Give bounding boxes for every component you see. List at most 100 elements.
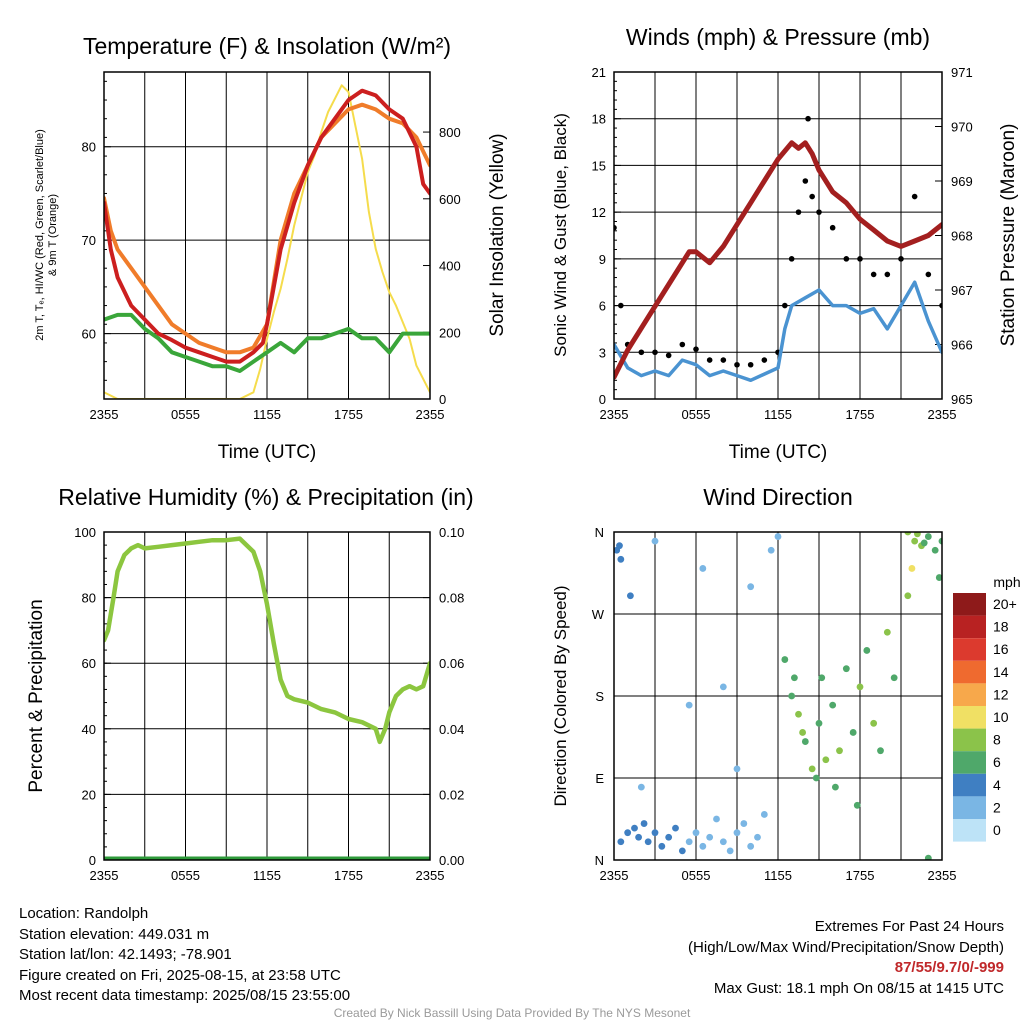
direction-point — [760, 811, 768, 818]
x-tick-label: 1755 — [334, 868, 363, 883]
direction-point — [733, 829, 741, 837]
direction-point — [747, 842, 755, 850]
y2-tick-label: 400 — [439, 259, 461, 274]
gust-point — [652, 349, 658, 356]
direction-point — [685, 701, 693, 709]
extremes-title: Extremes For Past 24 Hours — [814, 918, 1004, 935]
legend-swatch — [953, 683, 986, 706]
direction-point — [829, 701, 837, 709]
direction-point — [617, 555, 625, 563]
legend-label: 14 — [993, 664, 1009, 680]
y-tick-label: 12 — [592, 205, 606, 220]
gust-point — [761, 357, 768, 363]
legend-label: 0 — [993, 822, 1001, 838]
direction-point — [788, 692, 796, 700]
extremes-description: (High/Low/Max Wind/Precipitation/Snow De… — [688, 938, 1004, 956]
legend-label: 20+ — [993, 596, 1017, 612]
direction-point — [924, 533, 932, 540]
gust-point — [782, 302, 788, 309]
credit-line: Created By Nick Bassill Using Data Provi… — [333, 1006, 691, 1020]
recent-timestamp: Most recent data timestamp: 2025/08/15 2… — [19, 987, 351, 1004]
gust-point — [857, 256, 863, 262]
direction-point — [799, 729, 806, 736]
direction-point — [651, 537, 659, 545]
y2-tick-label: 968 — [951, 229, 973, 244]
y-tick-label: 21 — [592, 65, 606, 80]
x-tick-label: 0555 — [682, 407, 711, 422]
direction-point — [640, 820, 648, 827]
direction-point — [747, 583, 755, 591]
humidity-chart-title: Relative Humidity (%) & Precipitation (i… — [58, 484, 473, 510]
gust-point — [925, 271, 932, 278]
legend-label: 16 — [993, 641, 1009, 657]
2m-t-series-line — [104, 88, 430, 364]
legend-swatch — [953, 773, 986, 797]
direction-left-axis-label: Direction (Colored By Speed) — [551, 585, 570, 806]
direction-chart-title: Wind Direction — [703, 484, 853, 510]
temperature-right-axis-label: Solar Insolation (Yellow) — [487, 133, 508, 336]
legend-label: 18 — [993, 619, 1009, 635]
direction-point — [904, 592, 912, 600]
direction-point — [651, 829, 659, 837]
legend-swatch — [953, 819, 986, 842]
temperature-left-axis-label: 2m T, Tₑ, HI/WC (Red, Green, Scarlet/Blu… — [34, 129, 46, 341]
rh-series-line — [104, 536, 430, 745]
direction-point — [924, 854, 932, 860]
y2-tick-label: 970 — [951, 120, 973, 135]
gust-point — [802, 178, 809, 184]
direction-point — [914, 532, 921, 538]
direction-point — [699, 565, 707, 572]
x-tick-label: 1755 — [846, 407, 875, 422]
y-tick-label: E — [595, 771, 604, 786]
direction-point — [631, 824, 638, 832]
x-tick-label: 0555 — [682, 868, 711, 883]
gust-point — [720, 357, 727, 363]
direction-point — [627, 592, 634, 600]
station-location: Location: Randolph — [19, 905, 149, 922]
y-tick-label: 70 — [82, 233, 96, 248]
temperature-left-axis-label-2: & 9m T (Orange) — [47, 194, 59, 276]
x-tick-label: 0555 — [171, 407, 200, 422]
direction-point — [877, 747, 884, 755]
x-tick-label: 1755 — [334, 407, 363, 422]
gust-point — [665, 352, 672, 359]
y2-tick-label: 969 — [951, 174, 973, 189]
gust-point — [816, 209, 822, 215]
gust-point — [747, 361, 754, 368]
legend-label: 10 — [993, 709, 1009, 725]
direction-point — [658, 842, 666, 850]
gust-point — [870, 271, 877, 278]
y2-tick-label: 200 — [439, 325, 461, 340]
x-tick-label: 2355 — [416, 407, 445, 422]
speed-color-legend: 20+ 18 16 14 12 10 8 6 4 2 0 — [953, 593, 1017, 842]
direction-point — [908, 565, 916, 572]
gust-point — [638, 349, 645, 356]
direction-point — [706, 833, 714, 841]
y-tick-label: 100 — [74, 525, 96, 540]
figure-created: Figure created on Fri, 2025-08-15, at 23… — [19, 966, 341, 984]
direction-point — [870, 719, 878, 727]
9m-t-series-line — [104, 102, 430, 355]
direction-point — [767, 546, 775, 554]
gust-point — [706, 357, 713, 363]
direction-point — [801, 738, 809, 745]
y2-tick-label: 971 — [951, 65, 973, 80]
legend-swatch — [953, 706, 986, 729]
gust-point — [911, 193, 918, 200]
gust-point — [788, 256, 795, 262]
direction-point — [624, 829, 632, 837]
y-tick-label: 40 — [82, 722, 96, 737]
y-tick-label: 3 — [599, 345, 606, 360]
y-tick-label: 60 — [82, 656, 96, 671]
direction-point — [726, 847, 734, 855]
direction-point — [781, 656, 789, 663]
x-tick-label: 2355 — [600, 407, 629, 422]
direction-point — [938, 537, 942, 545]
direction-point — [672, 824, 679, 832]
y-tick-label: 0 — [89, 853, 96, 868]
direction-point — [740, 820, 748, 827]
direction-point — [808, 765, 816, 773]
direction-point — [637, 783, 645, 791]
station-info: Location: Randolph Station elevation: 44… — [19, 904, 350, 1007]
